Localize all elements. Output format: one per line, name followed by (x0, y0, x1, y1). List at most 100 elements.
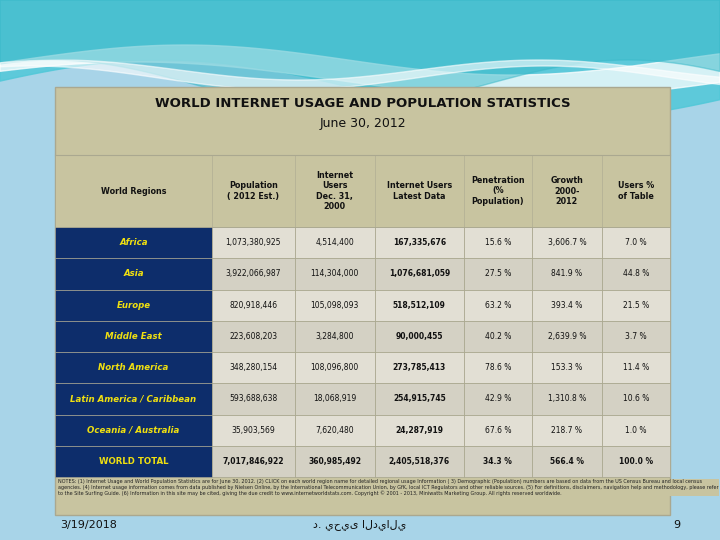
Text: 18,068,919: 18,068,919 (313, 394, 356, 403)
Text: 273,785,413: 273,785,413 (393, 363, 446, 372)
Bar (55, 446, 212, 477)
Bar (531, 446, 603, 477)
Text: 360,985,492: 360,985,492 (308, 457, 361, 466)
Bar (464, 446, 531, 477)
Text: 100.0 %: 100.0 % (619, 457, 653, 466)
Text: Growth
2000-
2012: Growth 2000- 2012 (551, 176, 583, 206)
Text: 218.7 %: 218.7 % (552, 426, 582, 435)
Text: 841.9 %: 841.9 % (552, 269, 582, 279)
Text: 3/19/2018: 3/19/2018 (60, 520, 117, 530)
Text: Latin America / Caribbean: Latin America / Caribbean (71, 394, 197, 403)
Bar (603, 227, 670, 258)
Bar (531, 352, 603, 383)
Bar (603, 321, 670, 352)
Text: 27.5 %: 27.5 % (485, 269, 511, 279)
Bar (375, 258, 464, 289)
Bar (295, 352, 375, 383)
Text: 10.6 %: 10.6 % (623, 394, 649, 403)
Bar (375, 289, 464, 321)
Text: 114,304,000: 114,304,000 (310, 269, 359, 279)
Bar (375, 352, 464, 383)
Text: 9: 9 (673, 520, 680, 530)
Bar (295, 383, 375, 415)
Text: World Regions: World Regions (101, 186, 166, 195)
Text: 3,284,800: 3,284,800 (315, 332, 354, 341)
Text: 40.2 %: 40.2 % (485, 332, 511, 341)
Text: 7,620,480: 7,620,480 (315, 426, 354, 435)
Bar (55, 227, 212, 258)
Bar (295, 227, 375, 258)
Text: Oceania / Australia: Oceania / Australia (87, 426, 179, 435)
Bar (603, 383, 670, 415)
Text: 223,608,203: 223,608,203 (229, 332, 277, 341)
Bar (464, 321, 531, 352)
Bar (212, 383, 295, 415)
Text: Internet Users
Latest Data: Internet Users Latest Data (387, 181, 452, 201)
Bar (55, 289, 212, 321)
Text: Internet
Users
Dec. 31,
2000: Internet Users Dec. 31, 2000 (316, 171, 354, 211)
Bar (464, 289, 531, 321)
Text: 1,310.8 %: 1,310.8 % (548, 394, 586, 403)
Bar (603, 289, 670, 321)
Bar (55, 352, 212, 383)
Bar (531, 383, 603, 415)
Text: 44.8 %: 44.8 % (623, 269, 649, 279)
Bar (212, 258, 295, 289)
Bar (464, 227, 531, 258)
Bar (295, 446, 375, 477)
Text: 593,688,638: 593,688,638 (229, 394, 277, 403)
Bar (464, 415, 531, 446)
Bar (55, 383, 212, 415)
Text: Penetration
(%
Population): Penetration (% Population) (471, 176, 525, 206)
Text: North America: North America (98, 363, 168, 372)
Text: 566.4 %: 566.4 % (550, 457, 584, 466)
Text: 3,922,066,987: 3,922,066,987 (225, 269, 281, 279)
Bar (212, 446, 295, 477)
Bar (603, 446, 670, 477)
Bar (375, 321, 464, 352)
Text: 3,606.7 %: 3,606.7 % (548, 238, 586, 247)
Text: 1.0 %: 1.0 % (626, 426, 647, 435)
Text: 153.3 %: 153.3 % (552, 363, 582, 372)
Bar (212, 321, 295, 352)
Text: 78.6 %: 78.6 % (485, 363, 511, 372)
Bar (295, 321, 375, 352)
Bar (464, 383, 531, 415)
Text: Africa: Africa (119, 238, 148, 247)
Text: Europe: Europe (117, 301, 150, 309)
Text: WORLD INTERNET USAGE AND POPULATION STATISTICS: WORLD INTERNET USAGE AND POPULATION STAT… (155, 97, 570, 110)
Bar (603, 352, 670, 383)
Text: 254,915,745: 254,915,745 (393, 394, 446, 403)
Text: WORLD TOTAL: WORLD TOTAL (99, 457, 168, 466)
Text: 820,918,446: 820,918,446 (229, 301, 277, 309)
Bar (375, 446, 464, 477)
Text: د. يحيى الديالي: د. يحيى الديالي (313, 519, 407, 530)
Bar (375, 415, 464, 446)
Bar (295, 415, 375, 446)
Text: NOTES: (1) Internet Usage and World Population Statistics are for June 30, 2012.: NOTES: (1) Internet Usage and World Popu… (58, 479, 719, 496)
Text: 4,514,400: 4,514,400 (315, 238, 354, 247)
Text: 167,335,676: 167,335,676 (393, 238, 446, 247)
Text: 7.0 %: 7.0 % (626, 238, 647, 247)
Text: 3.7 %: 3.7 % (626, 332, 647, 341)
Text: 393.4 %: 393.4 % (552, 301, 582, 309)
Bar (212, 289, 295, 321)
Text: Asia: Asia (123, 269, 144, 279)
Bar (603, 258, 670, 289)
Text: 1,073,380,925: 1,073,380,925 (225, 238, 281, 247)
Bar (295, 289, 375, 321)
Text: 1,076,681,059: 1,076,681,059 (389, 269, 450, 279)
Bar (375, 383, 464, 415)
Bar (531, 227, 603, 258)
Text: 67.6 %: 67.6 % (485, 426, 511, 435)
Text: 21.5 %: 21.5 % (623, 301, 649, 309)
Bar (55, 87, 670, 515)
Text: Middle East: Middle East (105, 332, 162, 341)
Bar (212, 227, 295, 258)
Text: 90,000,455: 90,000,455 (395, 332, 443, 341)
Text: Users %
of Table: Users % of Table (618, 181, 654, 201)
Text: 348,280,154: 348,280,154 (229, 363, 277, 372)
Bar (55, 258, 212, 289)
Text: 63.2 %: 63.2 % (485, 301, 511, 309)
Bar (375, 227, 464, 258)
